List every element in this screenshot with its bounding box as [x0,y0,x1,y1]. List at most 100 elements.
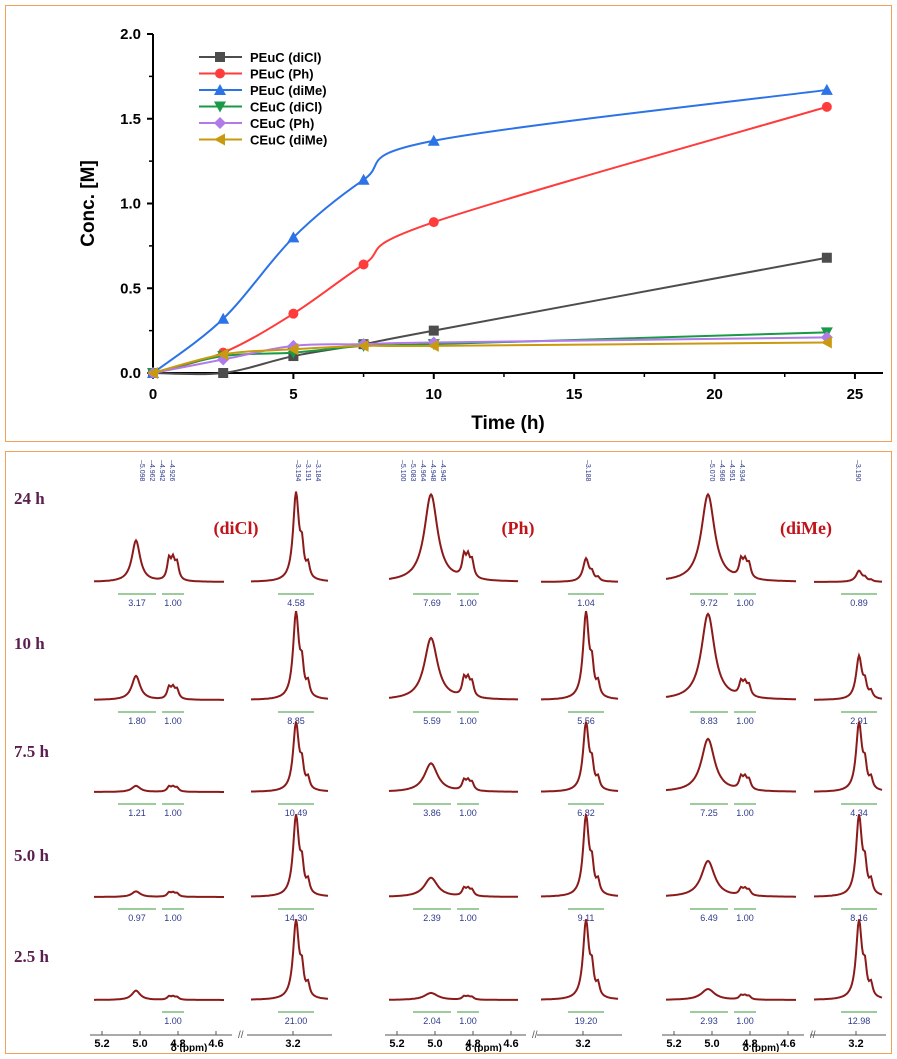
spectrum-row: 1.21 1.00 10.49 [94,721,329,818]
spectrum-trace-right [541,610,619,701]
time-label: 2.5 h [14,947,50,966]
integral-value: 12.98 [848,1016,871,1026]
sample-0: (diCl)–5.098 –4.962 –4.942 –4.926 –3.194 –3.1… [90,460,332,1054]
spectrum-trace-left [389,876,518,898]
y-axis-title: Conc. [M] [78,160,99,247]
spectrum-row: 1.80 1.00 8.85 [94,610,329,726]
integral-value: 0.89 [850,598,868,608]
integral-value: 1.00 [459,808,477,818]
time-label: 24 h [14,489,45,508]
peak-label: –4.968 [718,460,725,482]
spectrum-row: 7.25 1.00 4.34 [665,721,883,818]
spectrum-trace-left [93,538,224,583]
integral-value: 1.00 [164,913,182,923]
integral-value: 9.11 [578,913,595,923]
axis-title: δ (ppm) [465,1043,502,1052]
legend-label: CEuC (Ph) [250,116,314,131]
spectrum-row: 2.39 1.00 9.11 [389,814,619,923]
peak-label: –3.188 [584,460,591,482]
spectrum-trace-right [814,919,883,1001]
peak-label: –5.070 [708,460,715,482]
spectrum-trace-right [251,919,329,1001]
spectrum-trace-left [666,859,796,898]
data-point [427,339,439,352]
x-axis-title: Time (h) [471,413,545,434]
spectrum-trace-left [388,636,518,701]
time-label: 5.0 h [14,846,50,865]
integral-value: 1.00 [459,598,477,608]
peak-label: –4.945 [439,460,446,482]
peak-label: –4.942 [158,460,165,482]
x-tick-label: 0 [149,386,157,403]
integral-value: 2.93 [700,1016,718,1026]
data-point [427,134,440,146]
series-line [152,341,827,374]
time-label: 7.5 h [14,742,50,761]
concentration-chart-panel: 0 5 10 15 20 25 0.0 0.5 1.0 1.5 2.0 Time (h) Conc. [… [5,5,892,442]
peak-label: –4.964 [419,460,426,482]
data-point [820,336,832,349]
data-point [428,217,439,228]
integral-value: 7.25 [700,808,718,818]
spectrum-trace-right [814,721,883,793]
peak-label: –4.926 [168,460,175,482]
axis-tick-label: 5.0 [132,1038,147,1050]
axis-tick-label: 5.2 [94,1038,109,1050]
sample-title: (diCl) [214,518,259,539]
x-tick-label: 15 [566,386,583,403]
integral-value: 1.00 [736,716,754,726]
axis-tick-label: 4.6 [780,1038,795,1050]
sample-title: (diMe) [780,518,832,539]
data-point [358,259,369,270]
legend-label: PEuC (Ph) [250,67,314,82]
y-tick-label: 0.5 [120,280,141,297]
series-line [152,256,828,376]
integral-value: 0.97 [128,913,146,923]
spectrum-trace-left [94,989,224,1001]
spectrum-row: 3.17 1.00 4.58 [93,491,329,608]
spectrum-row: 0.97 1.00 14.30 [94,814,329,923]
axis-tick-label: 3.2 [575,1038,590,1050]
integral-value: 1.80 [128,716,146,726]
integral-value: 3.86 [423,808,441,818]
integral-value: 3.17 [128,598,146,608]
spectrum-trace-left [389,991,518,1001]
integral-value: 8.85 [287,716,305,726]
integral-value: 2.91 [850,716,868,726]
concentration-chart: 0 5 10 15 20 25 0.0 0.5 1.0 1.5 2.0 Time (h) Conc. [… [78,26,883,434]
spectrum-trace-left [665,612,796,701]
axis-break: // [238,1030,244,1041]
series-5 [147,336,832,379]
data-point [428,325,439,336]
spectrum-row: 5.59 1.00 5.56 [388,610,619,726]
spectrum-row: 2.93 1.00 12.98 [666,919,883,1026]
legend-label: PEuC (diCl) [250,50,322,65]
data-point [821,252,832,263]
integral-value: 1.04 [577,598,595,608]
integral-value: 14.30 [285,913,308,923]
peak-label: –5.100 [399,460,406,482]
peak-label: –3.194 [294,460,301,482]
peak-label: –4.962 [148,460,155,482]
x-tick-label: 20 [706,386,723,403]
legend-marker [215,52,225,62]
integral-value: 1.00 [164,808,182,818]
integral-value: 19.20 [575,1016,598,1026]
integral-value: 10.49 [285,808,308,818]
data-point [287,231,300,243]
integral-value: 1.00 [459,913,477,923]
axis-tick-label: 3.2 [285,1038,300,1050]
ppm-axis: 5.2 5.0 4.8 4.6 3.2 δ (ppm) // [385,1030,622,1054]
data-point [821,101,832,112]
ppm-axis: 5.2 5.0 4.8 4.6 3.2 δ (ppm) // [662,1030,886,1054]
data-point [217,348,229,361]
spectrum-trace-left [665,737,796,793]
spectrum-trace-right [251,491,329,583]
integral-value: 1.00 [736,808,754,818]
axis-tick-label: 3.2 [848,1038,863,1050]
y-tick-label: 1.0 [120,196,141,213]
integral-value: 21.00 [285,1016,308,1026]
legend-marker [215,68,225,79]
data-point [218,368,229,378]
axis-tick-label: 4.8 [170,1038,185,1050]
